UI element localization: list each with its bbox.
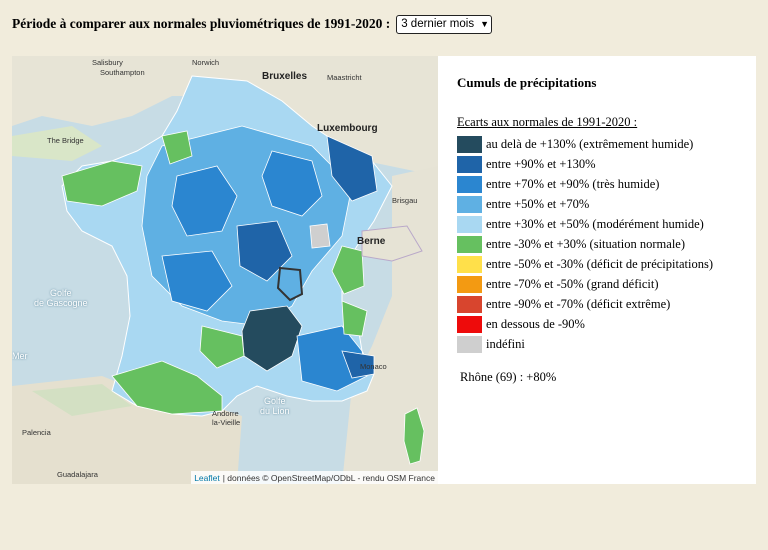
label-berne: Berne (357, 236, 386, 247)
zone-extreme (241, 305, 303, 372)
legend-heading: Ecarts aux normales de 1991-2020 : (457, 115, 638, 129)
label-monaco: Monaco (360, 362, 387, 371)
legend-label: en dessous de -90% (486, 316, 585, 331)
zone-south-east-blue (296, 325, 368, 392)
label-andorre: Andorre la-Vieille (212, 409, 241, 427)
zone-green-southwest (111, 360, 223, 415)
label-golfe-lion: Golfe du Lion (260, 396, 290, 416)
zone-green-normandy (61, 160, 143, 207)
legend-label: entre +90% et +130% (486, 156, 596, 171)
legend-item: entre +30% et +50% (modérément humide) (457, 214, 713, 234)
legend-item: entre +70% et +90% (très humide) (457, 174, 713, 194)
zone-blue-strong-3 (326, 135, 378, 202)
label-southampton: Southampton (100, 68, 145, 77)
legend-label: entre +70% et +90% (très humide) (486, 176, 660, 191)
label-mer: Mer (12, 351, 28, 361)
legend-item: indéfini (457, 334, 713, 354)
legend-item: entre -50% et -30% (déficit de précipita… (457, 254, 713, 274)
selected-department-result: Rhône (69) : +80% (460, 370, 557, 384)
label-the-bridge: The Bridge (47, 136, 84, 145)
label-norwich: Norwich (192, 58, 220, 67)
legend-label: entre +30% et +50% (modérément humide) (486, 216, 704, 231)
zone-blue-strong-2 (261, 150, 323, 217)
rhone-department (276, 266, 304, 302)
zone-blue-strong-1 (171, 165, 238, 237)
england-green (12, 126, 102, 161)
zone-green-alps (331, 245, 365, 295)
legend-item: entre -30% et +30% (situation normale) (457, 234, 713, 254)
zone-green-southwest-2 (199, 325, 245, 369)
label-golfe-gascogne: Golfe de Gascogne (34, 288, 88, 308)
leaflet-link[interactable]: Leaflet (194, 472, 220, 483)
legend-swatch (457, 235, 482, 253)
label-salisbury: Salisbury (92, 58, 123, 67)
legend-swatch (457, 335, 482, 353)
period-select[interactable]: 3 dernier mois ▼ (396, 14, 493, 34)
switzerland (361, 225, 423, 262)
attribution-text: | données © OpenStreetMap/ODbL - rendu O… (222, 472, 435, 483)
zone-undefined (309, 223, 331, 249)
map-attribution: Leaflet | données © OpenStreetMap/ODbL -… (191, 471, 438, 484)
legend-item: au delà de +130% (extrêmement humide) (457, 134, 713, 154)
legend-label: entre -70% et -50% (grand déficit) (486, 276, 659, 291)
legend-swatch (457, 315, 482, 333)
legend-item: entre +50% et +70% (457, 194, 713, 214)
period-select-value: 3 dernier mois (401, 18, 475, 30)
map-canvas (12, 56, 438, 484)
legend-label: indéfini (486, 336, 525, 351)
legend-panel: Cumuls de précipitations Ecarts aux norm… (438, 56, 756, 484)
legend-swatch (457, 215, 482, 233)
label-maastricht: Maastricht (327, 73, 362, 82)
zone-blue-strong-4 (161, 250, 233, 312)
zone-green-north (161, 130, 193, 165)
legend-item: entre -90% et -70% (déficit extrême) (457, 294, 713, 314)
pyrenees-spain-green (32, 384, 132, 416)
legend-item: en dessous de -90% (457, 314, 713, 334)
legend-swatch (457, 275, 482, 293)
legend-label: entre +50% et +70% (486, 196, 590, 211)
period-label: Période à comparer aux normales pluviomé… (12, 16, 391, 31)
period-bar: Période à comparer aux normales pluviomé… (12, 14, 493, 34)
legend-label: au delà de +130% (extrêmement humide) (486, 136, 694, 151)
legend-item: entre -70% et -50% (grand déficit) (457, 274, 713, 294)
legend-swatch (457, 155, 482, 173)
chevron-down-icon: ▼ (480, 19, 490, 29)
zone-provence (341, 350, 375, 379)
legend-swatch (457, 175, 482, 193)
legend-swatch (457, 195, 482, 213)
panel-title: Cumuls de précipitations (457, 75, 597, 90)
legend-item: entre +90% et +130% (457, 154, 713, 174)
legend-swatch (457, 295, 482, 313)
legend-label: entre -50% et -30% (déficit de précipita… (486, 256, 713, 271)
zone-green-alps-south (341, 300, 368, 337)
legend-label: entre -90% et -70% (déficit extrême) (486, 296, 671, 311)
label-luxembourg: Luxembourg (317, 123, 378, 134)
label-brisgau: Brisgau (392, 196, 418, 205)
legend-label: entre -30% et +30% (situation normale) (486, 236, 685, 251)
label-guadalajara: Guadalajara (57, 470, 98, 479)
label-brussels: Bruxelles (262, 71, 308, 82)
corsica (403, 407, 425, 465)
legend-list: au delà de +130% (extrêmement humide) ent… (457, 134, 713, 354)
legend-swatch (457, 255, 482, 273)
precipitation-map[interactable]: Bruxelles Luxembourg Berne Maastricht Th… (12, 56, 438, 484)
legend-swatch (457, 135, 482, 153)
label-palencia: Palencia (22, 428, 51, 437)
